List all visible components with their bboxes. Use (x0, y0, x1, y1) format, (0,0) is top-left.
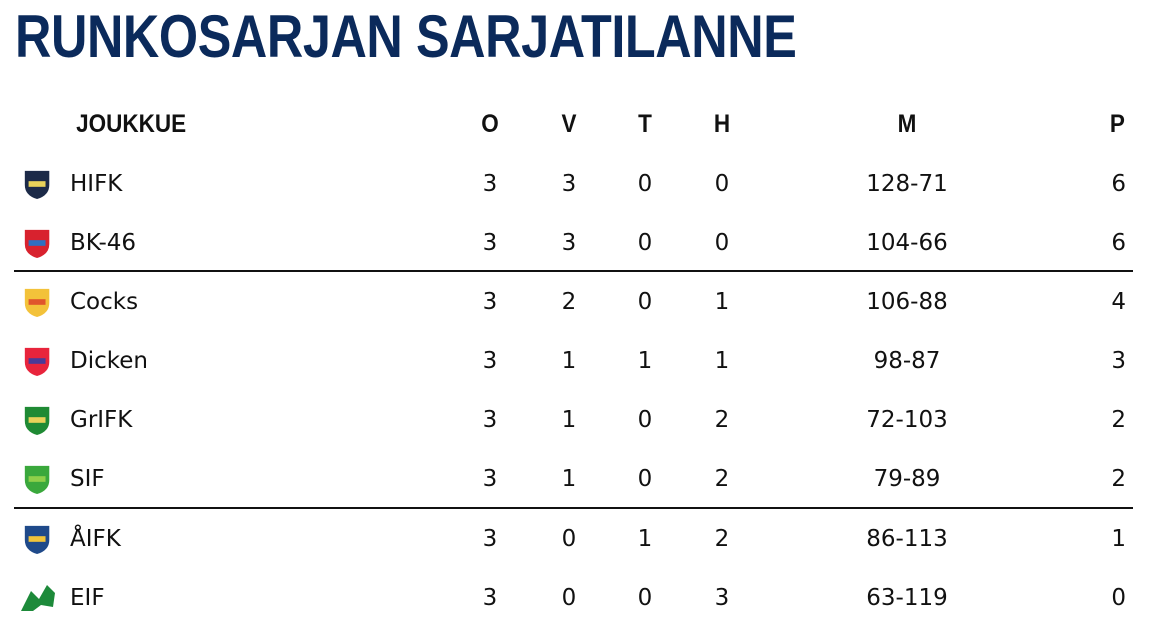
games-played: 3 (482, 526, 498, 552)
losses: 1 (714, 348, 730, 374)
team-name: EIF (70, 585, 105, 611)
points: 1 (1111, 526, 1126, 552)
wins: 0 (561, 526, 577, 552)
games-played: 3 (482, 585, 498, 611)
goals: 104-66 (866, 230, 948, 256)
team-name: HIFK (70, 171, 123, 197)
goals: 79-89 (873, 466, 941, 492)
table-row: HIFK 3 3 0 0 128-71 6 (0, 155, 1153, 214)
table-row: Cocks 3 2 0 1 106-88 4 (0, 273, 1153, 332)
losses: 2 (714, 526, 730, 552)
grifk-logo (24, 406, 50, 436)
ties: 0 (637, 289, 653, 315)
header-t: T (638, 110, 652, 138)
wins: 1 (561, 348, 577, 374)
team-name: Cocks (70, 289, 139, 315)
header-v: V (561, 110, 577, 138)
goals: 128-71 (866, 171, 948, 197)
ties: 0 (637, 171, 653, 197)
losses: 2 (714, 407, 730, 433)
goals: 98-87 (873, 348, 941, 374)
header-team: JOUKKUE (76, 110, 187, 138)
header-p: P (1110, 110, 1126, 138)
team-name: SIF (70, 466, 105, 492)
points: 2 (1111, 466, 1126, 492)
cocks-logo (24, 288, 50, 318)
eif-logo (21, 585, 55, 611)
points: 3 (1111, 348, 1126, 374)
divider-line (14, 507, 1133, 509)
games-played: 3 (482, 289, 498, 315)
page-title: RUNKOSARJAN SARJATILANNE (15, 3, 797, 70)
points: 0 (1111, 585, 1126, 611)
goals: 86-113 (866, 526, 948, 552)
bk46-logo (24, 229, 50, 259)
points: 2 (1111, 407, 1126, 433)
team-name: Dicken (70, 348, 148, 374)
games-played: 3 (482, 171, 498, 197)
table-row: GrIFK 3 1 0 2 72-103 2 (0, 391, 1153, 450)
wins: 1 (561, 466, 577, 492)
goals: 72-103 (866, 407, 948, 433)
table-row: ÅIFK 3 0 1 2 86-113 1 (0, 510, 1153, 569)
header-m: M (897, 110, 917, 138)
losses: 0 (714, 230, 730, 256)
games-played: 3 (482, 348, 498, 374)
header-o: O (481, 110, 499, 138)
ties: 1 (637, 526, 653, 552)
goals: 63-119 (866, 585, 948, 611)
ties: 0 (637, 407, 653, 433)
team-name: GrIFK (70, 407, 133, 433)
games-played: 3 (482, 407, 498, 433)
team-name: BK-46 (70, 230, 137, 256)
wins: 3 (561, 230, 577, 256)
divider-line (14, 270, 1133, 272)
wins: 2 (561, 289, 577, 315)
team-name: ÅIFK (70, 526, 121, 552)
ties: 0 (637, 466, 653, 492)
table-row: EIF 3 0 0 3 63-119 0 (0, 569, 1153, 628)
points: 6 (1111, 230, 1126, 256)
games-played: 3 (482, 466, 498, 492)
ties: 1 (637, 348, 653, 374)
dicken-logo (24, 347, 50, 377)
points: 6 (1111, 171, 1126, 197)
header-h: H (713, 110, 731, 138)
losses: 1 (714, 289, 730, 315)
losses: 0 (714, 171, 730, 197)
points: 4 (1111, 289, 1126, 315)
wins: 1 (561, 407, 577, 433)
table-header: JOUKKUE O V T H M P (0, 95, 1153, 154)
ties: 0 (637, 585, 653, 611)
table-row: BK-46 3 3 0 0 104-66 6 (0, 214, 1153, 273)
losses: 3 (714, 585, 730, 611)
table-row: SIF 3 1 0 2 79-89 2 (0, 450, 1153, 509)
hifk-logo (24, 170, 50, 200)
games-played: 3 (482, 230, 498, 256)
sif-logo (24, 465, 50, 495)
wins: 3 (561, 171, 577, 197)
goals: 106-88 (866, 289, 948, 315)
ties: 0 (637, 230, 653, 256)
aifk-logo (24, 525, 50, 555)
wins: 0 (561, 585, 577, 611)
table-row: Dicken 3 1 1 1 98-87 3 (0, 332, 1153, 391)
losses: 2 (714, 466, 730, 492)
